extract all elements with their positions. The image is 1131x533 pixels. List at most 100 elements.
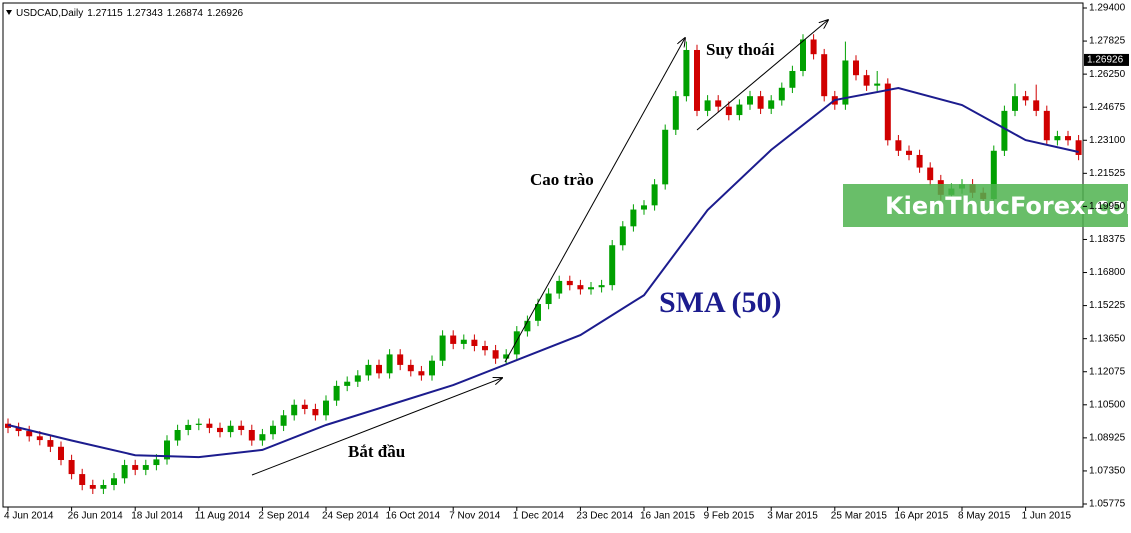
candle-body xyxy=(524,320,531,332)
candle-body xyxy=(651,184,658,206)
candle-body xyxy=(333,385,340,401)
sma-line xyxy=(7,86,1079,459)
candle-body xyxy=(354,375,361,382)
candle-body xyxy=(630,209,637,227)
candle-body xyxy=(672,96,679,130)
candle-body xyxy=(736,104,743,116)
y-tick-label: 1.21525 xyxy=(1089,168,1126,179)
y-tick-label: 1.18375 xyxy=(1089,234,1126,245)
candle-body xyxy=(195,423,202,425)
y-tick-label: 1.10500 xyxy=(1089,399,1126,410)
candle-body xyxy=(121,465,128,479)
arrow xyxy=(696,20,828,131)
y-tick-label: 1.12075 xyxy=(1089,366,1126,377)
x-tick-label: 3 Mar 2015 xyxy=(767,511,818,522)
candle-body xyxy=(248,429,255,441)
candle-body xyxy=(1022,96,1029,101)
candle-body xyxy=(365,364,372,376)
candle-body xyxy=(853,60,859,76)
candle-body xyxy=(280,415,287,426)
candle-body xyxy=(789,70,796,88)
candle-body xyxy=(503,354,510,359)
candle-body xyxy=(747,96,753,105)
candle-body xyxy=(694,49,700,111)
ohlc: 1.27343 xyxy=(127,8,164,19)
x-tick-label: 25 Mar 2015 xyxy=(831,511,888,522)
candle-body xyxy=(1054,136,1061,141)
candle-body xyxy=(810,39,817,55)
candle-body xyxy=(36,436,43,441)
candle-body xyxy=(884,83,891,141)
y-tick-label: 1.23100 xyxy=(1089,135,1126,146)
candle-body xyxy=(79,474,86,485)
x-tick-label: 16 Apr 2015 xyxy=(894,511,948,522)
candle-body xyxy=(556,280,563,294)
candle-body xyxy=(301,404,308,409)
candle-body xyxy=(238,425,245,430)
candle-body xyxy=(662,129,669,185)
candle-body xyxy=(1043,110,1050,141)
candle-body xyxy=(185,424,192,430)
y-tick-label: 1.24675 xyxy=(1089,102,1126,113)
y-tick-label: 1.05775 xyxy=(1089,499,1126,510)
x-tick-label: 9 Feb 2015 xyxy=(704,511,755,522)
x-tick-label: 8 May 2015 xyxy=(958,511,1011,522)
candle-body xyxy=(206,423,213,428)
sma-label: SMA (50) xyxy=(659,286,782,319)
y-tick-label: 1.26250 xyxy=(1089,69,1126,80)
candle-body xyxy=(471,339,478,347)
candle-body xyxy=(386,354,393,374)
candle-body xyxy=(895,140,902,151)
candle-body xyxy=(725,106,732,116)
candle-body xyxy=(757,96,764,109)
ohlc: 1.27115 xyxy=(87,8,123,19)
x-tick-label: 18 Jul 2014 xyxy=(131,511,183,522)
candle-body xyxy=(418,371,425,376)
price-marker-box xyxy=(1084,53,1129,66)
header: USDCAD,Daily 1.27115 1.27343 1.26874 1.26926 xyxy=(16,8,244,19)
y-tick-label: 1.16800 xyxy=(1089,267,1126,278)
candle-body xyxy=(492,350,499,359)
candle-body xyxy=(482,346,488,351)
arrow xyxy=(251,378,502,476)
candle-body xyxy=(768,100,775,109)
watermark: KienThucForex.com xyxy=(885,192,1131,220)
candle-body xyxy=(376,364,382,374)
x-tick-label: 26 Jun 2014 xyxy=(68,511,123,522)
candle-body xyxy=(111,478,117,485)
candle-body xyxy=(100,484,107,489)
candle-body xyxy=(535,304,541,321)
candle-body xyxy=(545,293,552,305)
x-tick-label: 11 Aug 2014 xyxy=(195,511,251,522)
ohlc: 1.26874 xyxy=(167,8,204,19)
x-tick-label: 24 Sep 2014 xyxy=(322,511,379,522)
candle-body xyxy=(397,354,404,365)
candle-body xyxy=(778,87,785,101)
candle-body xyxy=(598,285,605,288)
arrow xyxy=(504,38,685,363)
watermark-box xyxy=(843,184,1128,227)
candle-body xyxy=(874,83,881,86)
candle-body xyxy=(906,150,912,155)
candle-body xyxy=(312,408,319,416)
candle-body xyxy=(916,154,923,168)
candle-body xyxy=(142,465,149,470)
candle-body xyxy=(619,226,626,246)
x-tick-label: 4 Jun 2014 xyxy=(4,511,54,522)
candle-body xyxy=(217,427,223,433)
candle-body xyxy=(407,364,414,372)
x-tick-label: 2 Sep 2014 xyxy=(258,511,310,522)
candle-body xyxy=(641,205,647,210)
ohlc: 1.26926 xyxy=(207,8,244,19)
candle-body xyxy=(704,100,711,111)
x-tick-label: 16 Jan 2015 xyxy=(640,511,695,522)
candle-body xyxy=(68,460,75,475)
candle-body xyxy=(927,167,934,181)
candle-body xyxy=(863,75,870,86)
annotation: Suy thoái xyxy=(706,40,775,59)
y-tick-label: 1.07350 xyxy=(1089,466,1126,477)
x-tick-label: 1 Jun 2015 xyxy=(1022,511,1072,522)
candle-body xyxy=(460,339,467,344)
candle-body xyxy=(227,425,234,433)
